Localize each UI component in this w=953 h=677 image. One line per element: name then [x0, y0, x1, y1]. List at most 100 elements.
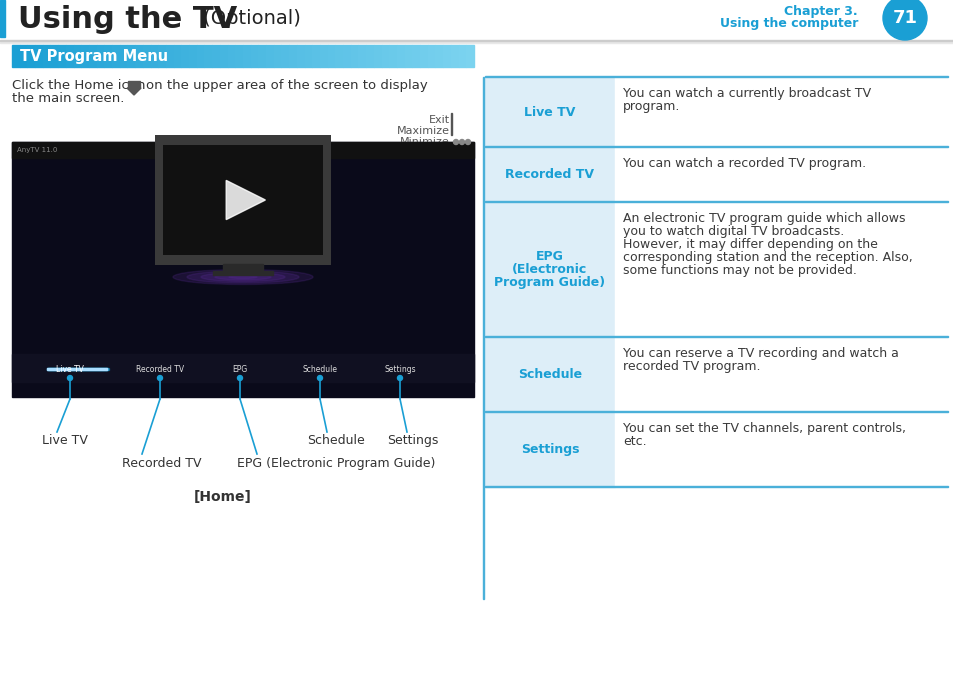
Bar — [47, 368, 107, 370]
Bar — [351, 45, 358, 67]
Bar — [419, 45, 427, 67]
Text: Chapter 3.: Chapter 3. — [783, 5, 857, 18]
Text: Recorded TV: Recorded TV — [135, 365, 184, 374]
Bar — [112, 45, 120, 67]
Bar — [381, 45, 389, 67]
Circle shape — [157, 376, 162, 380]
Circle shape — [317, 376, 322, 380]
Text: Recorded TV: Recorded TV — [122, 457, 201, 470]
Text: corresponding station and the reception. Also,: corresponding station and the reception.… — [622, 251, 912, 264]
Bar — [482, 77, 484, 599]
Bar — [166, 45, 173, 67]
Bar — [96, 45, 104, 67]
Bar — [120, 45, 128, 67]
Bar — [404, 45, 412, 67]
Text: AnyTV 11.0: AnyTV 11.0 — [17, 147, 57, 153]
Bar — [374, 45, 381, 67]
Text: Live TV: Live TV — [56, 365, 84, 374]
Text: You can set the TV channels, parent controls,: You can set the TV channels, parent cont… — [622, 422, 905, 435]
Bar — [104, 45, 112, 67]
Text: Schedule: Schedule — [517, 368, 581, 381]
Bar — [251, 45, 258, 67]
Bar — [615, 337, 947, 412]
Bar — [266, 45, 274, 67]
Text: some functions may not be provided.: some functions may not be provided. — [622, 264, 856, 277]
Bar — [615, 77, 947, 147]
Text: EPG (Electronic Program Guide): EPG (Electronic Program Guide) — [236, 457, 435, 470]
Bar — [223, 264, 263, 272]
Text: Using the computer: Using the computer — [719, 18, 857, 30]
Text: TV Program Menu: TV Program Menu — [20, 49, 168, 64]
Bar — [89, 45, 96, 67]
Bar — [366, 45, 374, 67]
Circle shape — [465, 139, 470, 144]
Text: Minimize: Minimize — [400, 137, 450, 147]
Bar — [484, 77, 615, 147]
Polygon shape — [127, 88, 141, 95]
Text: You can watch a currently broadcast TV: You can watch a currently broadcast TV — [622, 87, 870, 100]
Circle shape — [459, 139, 464, 144]
Bar — [484, 337, 615, 412]
Text: (Electronic: (Electronic — [512, 263, 587, 276]
Bar — [0, 39, 953, 41]
Circle shape — [68, 376, 72, 380]
Circle shape — [882, 0, 926, 40]
Bar — [0, 0, 5, 37]
Text: Program Guide): Program Guide) — [494, 276, 605, 289]
Text: program.: program. — [622, 100, 679, 113]
Bar — [66, 45, 73, 67]
Circle shape — [453, 139, 458, 144]
Bar — [274, 45, 281, 67]
Bar — [484, 336, 947, 337]
Bar — [335, 45, 343, 67]
Bar — [484, 485, 947, 487]
Text: An electronic TV program guide which allows: An electronic TV program guide which all… — [622, 212, 904, 225]
Bar — [173, 45, 181, 67]
Text: Live TV: Live TV — [42, 434, 88, 447]
Bar — [81, 45, 89, 67]
Bar — [484, 412, 615, 487]
Text: Schedule: Schedule — [302, 365, 337, 374]
Bar — [196, 45, 204, 67]
Bar — [181, 45, 189, 67]
Bar — [289, 45, 296, 67]
Bar — [73, 45, 81, 67]
Text: Settings: Settings — [384, 365, 416, 374]
Bar — [235, 45, 243, 67]
Polygon shape — [128, 81, 140, 88]
Bar — [484, 146, 947, 147]
Bar — [451, 113, 452, 135]
Bar — [258, 45, 266, 67]
Bar — [48, 368, 108, 370]
Bar — [319, 45, 328, 67]
Text: You can watch a recorded TV program.: You can watch a recorded TV program. — [622, 157, 865, 170]
Bar — [12, 142, 474, 397]
Bar — [128, 45, 135, 67]
Bar — [615, 202, 947, 337]
Text: on the upper area of the screen to display: on the upper area of the screen to displ… — [146, 79, 427, 92]
Text: Schedule: Schedule — [307, 434, 364, 447]
Bar — [243, 45, 251, 67]
Bar — [484, 200, 947, 202]
Text: However, it may differ depending on the: However, it may differ depending on the — [622, 238, 877, 251]
Bar — [343, 45, 351, 67]
Bar — [312, 45, 319, 67]
Text: Recorded TV: Recorded TV — [505, 168, 594, 181]
Text: EPG: EPG — [233, 365, 248, 374]
Bar — [43, 45, 51, 67]
Bar — [484, 410, 947, 412]
Bar — [615, 412, 947, 487]
Bar — [458, 45, 466, 67]
Bar — [220, 45, 228, 67]
Bar — [12, 354, 474, 382]
Bar — [466, 45, 474, 67]
Bar — [154, 135, 331, 265]
Text: Click the Home icon: Click the Home icon — [12, 79, 146, 92]
Bar — [427, 45, 435, 67]
Text: Settings: Settings — [520, 443, 578, 456]
Text: you to watch digital TV broadcasts.: you to watch digital TV broadcasts. — [622, 225, 843, 238]
Bar — [435, 45, 443, 67]
Polygon shape — [226, 180, 265, 219]
Bar — [328, 45, 335, 67]
Bar — [143, 45, 151, 67]
